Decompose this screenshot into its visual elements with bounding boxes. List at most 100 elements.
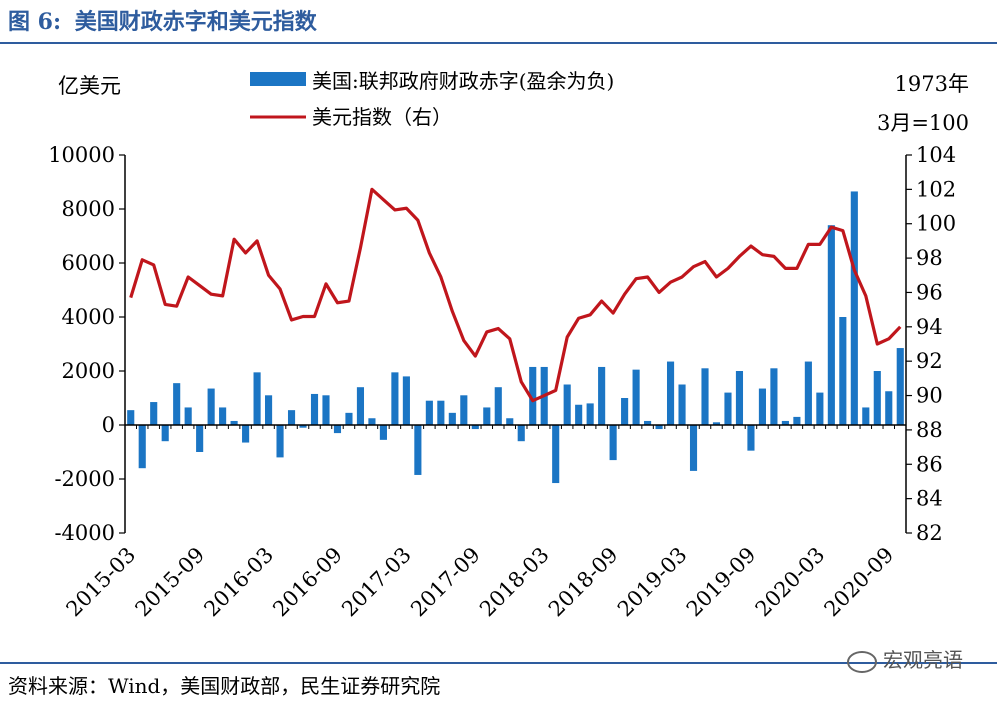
- top-rule: [0, 42, 997, 44]
- bar-series: [127, 191, 904, 484]
- x-tick-label: 2017-03: [337, 543, 416, 622]
- bar: [242, 425, 250, 443]
- left-tick-label: 0: [102, 413, 115, 437]
- legend-line-label: 美元指数（右）: [312, 105, 452, 129]
- bar: [173, 383, 181, 425]
- right-tick-label: 96: [916, 280, 943, 304]
- bar: [402, 376, 410, 425]
- bar: [494, 387, 502, 425]
- bar: [379, 425, 387, 440]
- left-tick-label: -2000: [54, 467, 115, 491]
- left-tick-label: 10000: [48, 143, 115, 167]
- bar: [804, 361, 812, 425]
- right-axis-unit-line2: 3月=100: [877, 111, 969, 135]
- legend-bar-label: 美国:联邦政府财政赤字(盈余为负): [312, 69, 614, 93]
- chart: 亿美元 1973年 3月=100 美国:联邦政府财政赤字(盈余为负) 美元指数（…: [48, 69, 969, 621]
- bar: [345, 412, 353, 425]
- bar: [644, 420, 652, 425]
- legend: 美国:联邦政府财政赤字(盈余为负) 美元指数（右）: [250, 69, 614, 129]
- axes: 10000 8000 6000 4000 2000 0 -2000 -4000 104 102 10…: [48, 143, 956, 621]
- source-note: 资料来源：Wind，美国财政部，民生证券研究院: [8, 674, 441, 698]
- bar: [575, 404, 583, 425]
- bar: [781, 420, 789, 425]
- bar: [196, 425, 204, 452]
- bar: [839, 317, 847, 425]
- bar: [276, 425, 284, 458]
- bar: [265, 395, 273, 425]
- dollar-index-line: [129, 187, 902, 403]
- right-tick-label: 104: [916, 143, 956, 167]
- right-tick-label: 102: [916, 177, 956, 201]
- bar: [552, 425, 560, 484]
- bar: [827, 225, 835, 425]
- bar: [862, 407, 870, 425]
- right-tick-label: 94: [916, 315, 943, 339]
- bar: [356, 387, 365, 425]
- bar: [127, 410, 135, 425]
- bar: [689, 425, 698, 471]
- bottom-rule: [0, 662, 997, 664]
- bar: [655, 425, 663, 430]
- bar: [414, 425, 422, 475]
- bar: [230, 420, 238, 425]
- bar: [735, 371, 744, 425]
- bar: [150, 402, 158, 425]
- bar: [184, 407, 192, 425]
- line-series: [129, 187, 902, 403]
- watermark-text: 宏观亮语: [883, 648, 963, 672]
- right-tick-label: 84: [916, 487, 943, 511]
- bar: [448, 412, 456, 425]
- right-axis-unit-line1: 1973年: [895, 72, 969, 96]
- bar: [333, 425, 342, 434]
- bar: [598, 366, 606, 425]
- x-tick-label: 2016-09: [268, 543, 347, 622]
- x-tick-label: 2015-03: [62, 543, 141, 622]
- watermark: 宏观亮语: [847, 644, 963, 673]
- bar: [850, 191, 858, 425]
- bar: [310, 393, 319, 425]
- right-tick-label: 100: [916, 212, 956, 236]
- bar: [666, 361, 675, 425]
- bar: [747, 425, 755, 451]
- left-tick-label: 2000: [62, 359, 115, 383]
- right-tick-label: 82: [916, 521, 943, 545]
- right-tick-label: 86: [916, 452, 943, 476]
- bar: [724, 392, 732, 425]
- bar: [506, 418, 514, 425]
- x-tick-label: 2019-09: [682, 543, 761, 622]
- x-tick-label: 2019-03: [613, 543, 692, 622]
- bar: [207, 388, 215, 425]
- left-axis-unit: 亿美元: [58, 74, 121, 98]
- bar: [138, 425, 146, 469]
- bar: [885, 391, 893, 425]
- bar: [425, 400, 433, 425]
- left-tick-label: 4000: [62, 305, 115, 329]
- right-tick-label: 90: [916, 384, 943, 408]
- bar: [873, 371, 881, 425]
- bar: [678, 384, 686, 425]
- x-tick-label: 2018-03: [475, 543, 554, 622]
- bar: [701, 368, 709, 425]
- bar: [529, 366, 537, 425]
- bar: [391, 372, 399, 425]
- bar: [460, 395, 468, 425]
- bar: [621, 398, 629, 425]
- bar: [483, 407, 491, 425]
- bar: [770, 368, 778, 425]
- bar: [896, 348, 904, 425]
- x-tick-label: 2020-09: [820, 543, 899, 622]
- bar: [471, 425, 479, 430]
- legend-bar-swatch: [250, 72, 306, 86]
- bar: [253, 372, 261, 425]
- x-tick-label: 2018-09: [544, 543, 623, 622]
- bar: [793, 416, 801, 425]
- bar: [287, 410, 296, 425]
- bar: [437, 400, 445, 425]
- bar: [712, 422, 721, 425]
- figure-title-text: 美国财政赤字和美元指数: [74, 9, 317, 35]
- left-tick-label: 8000: [62, 197, 115, 221]
- x-tick-label: 2016-03: [199, 543, 278, 622]
- right-tick-label: 92: [916, 349, 943, 373]
- bar: [816, 392, 824, 425]
- bar: [632, 369, 640, 425]
